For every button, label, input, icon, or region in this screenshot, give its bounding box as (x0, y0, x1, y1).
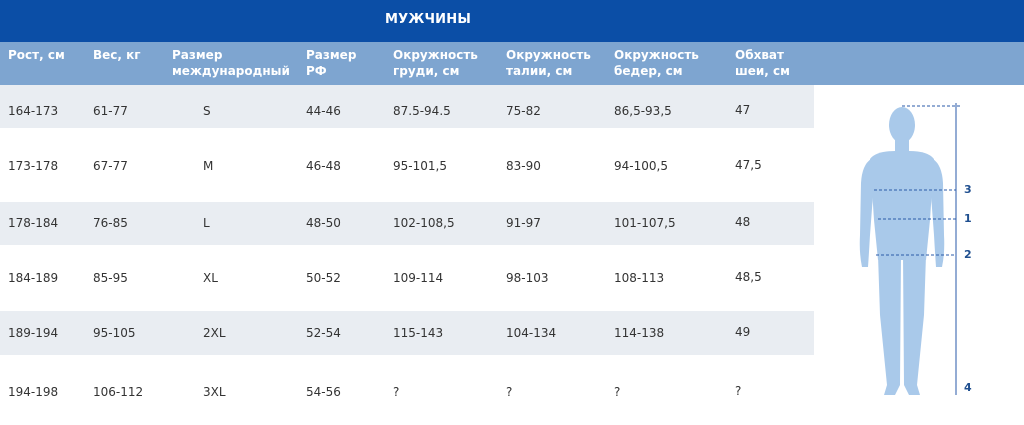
cell-chest: 87.5-94.5 (393, 104, 451, 118)
cell-neck: ? (735, 384, 742, 398)
cell-ru-size: 48-50 (306, 216, 341, 230)
cell-hips: 101-107,5 (614, 216, 676, 230)
cell-chest: 109-114 (393, 271, 444, 285)
cell-intl-size: XL (203, 271, 218, 285)
cell-waist: 83-90 (506, 159, 541, 173)
header-chest: Окружность груди, см (393, 48, 478, 78)
table-row: 178-184 76-85 L 48-50 102-108,5 91-97 10… (0, 202, 814, 245)
cell-waist: 98-103 (506, 271, 549, 285)
cell-intl-size: M (203, 159, 214, 173)
male-silhouette-icon (859, 103, 962, 395)
measure-mark-4: 4 (964, 381, 972, 394)
table-row: 164-173 61-77 S 44-46 87.5-94.5 75-82 86… (0, 85, 814, 128)
table-row: 173-178 67-77 M 46-48 95-101,5 83-90 94-… (0, 128, 814, 202)
header-waist: Окружность талии, см (506, 48, 591, 78)
cell-intl-size: L (203, 216, 210, 230)
measure-mark-2: 2 (964, 248, 972, 261)
cell-chest: ? (393, 385, 400, 399)
cell-chest: 95-101,5 (393, 159, 447, 173)
cell-height: 164-173 (8, 104, 59, 118)
cell-hips: 86,5-93,5 (614, 104, 672, 118)
cell-weight: 67-77 (93, 159, 128, 173)
body-measurement-figure: 3 1 2 4 (840, 85, 1024, 405)
cell-neck: 48 (735, 215, 751, 229)
cell-chest: 102-108,5 (393, 216, 455, 230)
cell-ru-size: 46-48 (306, 159, 341, 173)
cell-intl-size: 2XL (203, 326, 226, 340)
cell-hips: 94-100,5 (614, 159, 668, 173)
header-ru-size: Размер РФ (306, 48, 357, 78)
header-weight: Вес, кг (93, 48, 141, 62)
cell-intl-size: 3XL (203, 385, 226, 399)
header-neck: Обхват шеи, см (735, 48, 790, 78)
cell-ru-size: 54-56 (306, 385, 341, 399)
table-header-row: Рост, см Вес, кг Размер международный Ра… (0, 42, 1024, 85)
cell-height: 184-189 (8, 271, 59, 285)
cell-ru-size: 52-54 (306, 326, 341, 340)
cell-hips: 114-138 (614, 326, 665, 340)
cell-hips: 108-113 (614, 271, 665, 285)
table-title: МУЖЧИНЫ (385, 12, 472, 27)
cell-weight: 76-85 (93, 216, 128, 230)
cell-waist: 75-82 (506, 104, 541, 118)
cell-intl-size: S (203, 104, 211, 118)
title-bar: МУЖЧИНЫ (0, 0, 1024, 42)
cell-neck: 47,5 (735, 158, 762, 172)
header-height: Рост, см (8, 48, 65, 62)
cell-weight: 61-77 (93, 104, 128, 118)
cell-waist: 104-134 (506, 326, 557, 340)
cell-ru-size: 50-52 (306, 271, 341, 285)
cell-weight: 106-112 (93, 385, 144, 399)
header-hips: Окружность бедер, см (614, 48, 699, 78)
measure-mark-3: 3 (964, 183, 972, 196)
cell-waist: 91-97 (506, 216, 541, 230)
table-row: 189-194 95-105 2XL 52-54 115-143 104-134… (0, 311, 814, 355)
cell-height: 194-198 (8, 385, 59, 399)
cell-chest: 115-143 (393, 326, 444, 340)
cell-weight: 85-95 (93, 271, 128, 285)
header-intl-size: Размер международный (172, 48, 290, 78)
cell-ru-size: 44-46 (306, 104, 341, 118)
cell-height: 173-178 (8, 159, 59, 173)
cell-neck: 47 (735, 103, 751, 117)
cell-waist: ? (506, 385, 513, 399)
measure-mark-1: 1 (964, 212, 972, 225)
table-row: 194-198 106-112 3XL 54-56 ? ? ? ? (0, 355, 814, 425)
cell-neck: 49 (735, 325, 751, 339)
cell-weight: 95-105 (93, 326, 136, 340)
cell-height: 189-194 (8, 326, 59, 340)
cell-neck: 48,5 (735, 270, 762, 284)
cell-hips: ? (614, 385, 621, 399)
table-row: 184-189 85-95 XL 50-52 109-114 98-103 10… (0, 245, 814, 311)
cell-height: 178-184 (8, 216, 59, 230)
